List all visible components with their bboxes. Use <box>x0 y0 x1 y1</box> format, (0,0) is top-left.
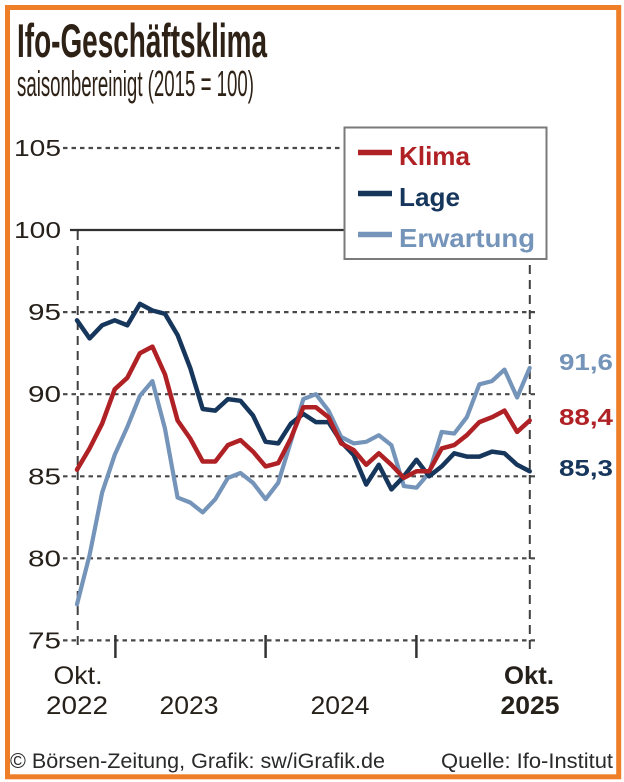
svg-text:2024: 2024 <box>311 692 370 720</box>
svg-text:85,3: 85,3 <box>559 455 613 481</box>
svg-text:Okt.: Okt. <box>54 662 103 690</box>
svg-text:95: 95 <box>28 299 61 325</box>
svg-text:2022: 2022 <box>46 692 108 720</box>
svg-text:90: 90 <box>28 381 61 407</box>
svg-text:85: 85 <box>28 463 61 489</box>
svg-text:2025: 2025 <box>501 692 560 720</box>
svg-text:Klima: Klima <box>399 141 471 171</box>
svg-text:80: 80 <box>28 545 61 571</box>
svg-text:Ifo-Geschäftsklima: Ifo-Geschäftsklima <box>17 14 268 67</box>
svg-text:© Börsen-Zeitung, Grafik: sw/i: © Börsen-Zeitung, Grafik: sw/iGrafik.de <box>10 750 385 773</box>
svg-text:Quelle: Ifo-Institut: Quelle: Ifo-Institut <box>441 750 613 773</box>
svg-text:105: 105 <box>14 135 61 161</box>
svg-text:Erwartung: Erwartung <box>399 223 535 253</box>
svg-text:2023: 2023 <box>160 692 219 720</box>
svg-text:75: 75 <box>28 627 61 653</box>
svg-text:91,6: 91,6 <box>559 349 613 375</box>
svg-text:100: 100 <box>14 217 61 243</box>
svg-text:Okt.: Okt. <box>504 662 554 690</box>
svg-text:88,4: 88,4 <box>559 404 613 430</box>
svg-text:saisonbereinigt (2015 = 100): saisonbereinigt (2015 = 100) <box>17 63 254 104</box>
svg-text:Lage: Lage <box>399 182 460 212</box>
